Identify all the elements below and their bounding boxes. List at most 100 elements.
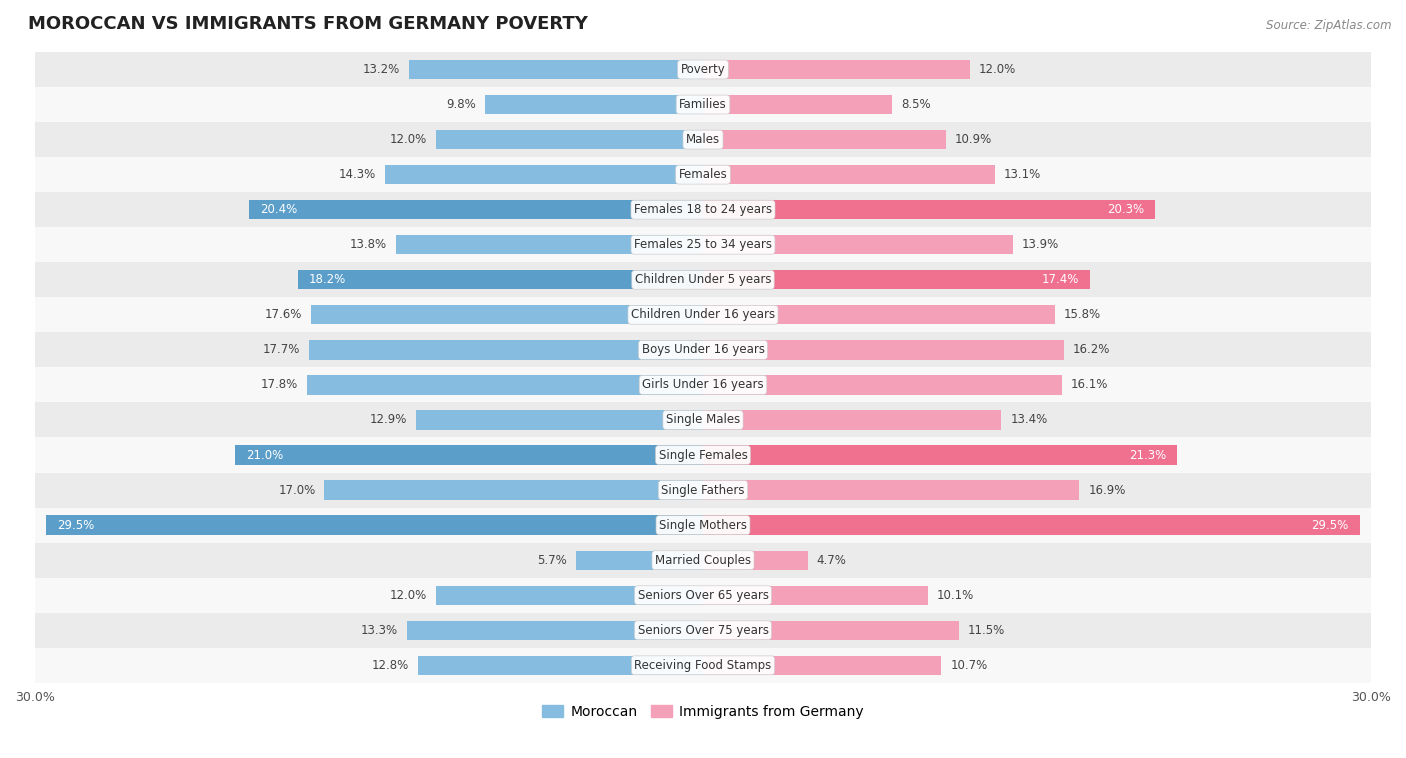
Bar	[395, 235, 703, 255]
Bar	[35, 192, 1371, 227]
Text: 9.8%: 9.8%	[446, 98, 475, 111]
Text: 10.7%: 10.7%	[950, 659, 987, 672]
Bar	[35, 543, 1371, 578]
Bar	[703, 550, 807, 570]
Bar	[35, 297, 1371, 332]
Bar	[385, 165, 703, 184]
Text: 12.9%: 12.9%	[370, 413, 406, 427]
Text: Receiving Food Stamps: Receiving Food Stamps	[634, 659, 772, 672]
Text: 20.3%: 20.3%	[1107, 203, 1144, 216]
Text: Single Mothers: Single Mothers	[659, 518, 747, 531]
Text: MOROCCAN VS IMMIGRANTS FROM GERMANY POVERTY: MOROCCAN VS IMMIGRANTS FROM GERMANY POVE…	[28, 15, 588, 33]
Text: Source: ZipAtlas.com: Source: ZipAtlas.com	[1267, 19, 1392, 32]
Text: 17.8%: 17.8%	[260, 378, 298, 391]
Bar	[703, 656, 941, 675]
Text: 17.6%: 17.6%	[264, 309, 302, 321]
Text: Families: Families	[679, 98, 727, 111]
Text: 13.8%: 13.8%	[350, 238, 387, 251]
Bar	[703, 235, 1012, 255]
Bar	[235, 446, 703, 465]
Text: 13.3%: 13.3%	[361, 624, 398, 637]
Text: 21.3%: 21.3%	[1129, 449, 1166, 462]
Bar	[418, 656, 703, 675]
Bar	[35, 52, 1371, 87]
Text: Children Under 5 years: Children Under 5 years	[634, 274, 772, 287]
Bar	[249, 200, 703, 219]
Bar	[703, 200, 1156, 219]
Bar	[416, 410, 703, 430]
Bar	[35, 227, 1371, 262]
Text: Seniors Over 75 years: Seniors Over 75 years	[637, 624, 769, 637]
Bar	[35, 648, 1371, 683]
Text: Single Males: Single Males	[666, 413, 740, 427]
Bar	[35, 332, 1371, 368]
Text: 11.5%: 11.5%	[967, 624, 1005, 637]
Bar	[703, 586, 928, 605]
Bar	[298, 270, 703, 290]
Bar	[703, 305, 1054, 324]
Text: 12.0%: 12.0%	[389, 133, 427, 146]
Bar	[325, 481, 703, 500]
Bar	[35, 508, 1371, 543]
Text: 21.0%: 21.0%	[246, 449, 284, 462]
Text: 14.3%: 14.3%	[339, 168, 375, 181]
Bar	[703, 375, 1062, 395]
Text: 13.9%: 13.9%	[1021, 238, 1059, 251]
Text: Single Females: Single Females	[658, 449, 748, 462]
Bar	[703, 515, 1360, 534]
Bar	[409, 60, 703, 79]
Bar	[703, 165, 994, 184]
Bar	[703, 95, 893, 114]
Bar	[46, 515, 703, 534]
Text: 13.4%: 13.4%	[1011, 413, 1047, 427]
Bar	[406, 621, 703, 640]
Text: 12.0%: 12.0%	[979, 63, 1017, 76]
Text: 16.9%: 16.9%	[1088, 484, 1126, 496]
Bar	[35, 578, 1371, 612]
Text: 10.9%: 10.9%	[955, 133, 991, 146]
Bar	[436, 130, 703, 149]
Text: Females: Females	[679, 168, 727, 181]
Legend: Moroccan, Immigrants from Germany: Moroccan, Immigrants from Germany	[537, 699, 869, 724]
Text: 8.5%: 8.5%	[901, 98, 931, 111]
Bar	[35, 262, 1371, 297]
Text: 13.2%: 13.2%	[363, 63, 401, 76]
Bar	[35, 472, 1371, 508]
Bar	[311, 305, 703, 324]
Bar	[703, 410, 1001, 430]
Text: 12.8%: 12.8%	[371, 659, 409, 672]
Text: 17.0%: 17.0%	[278, 484, 315, 496]
Bar	[35, 402, 1371, 437]
Text: 17.4%: 17.4%	[1042, 274, 1080, 287]
Text: Females 18 to 24 years: Females 18 to 24 years	[634, 203, 772, 216]
Bar	[436, 586, 703, 605]
Text: 4.7%: 4.7%	[817, 553, 846, 567]
Bar	[576, 550, 703, 570]
Bar	[35, 368, 1371, 402]
Text: 16.1%: 16.1%	[1070, 378, 1108, 391]
Text: 5.7%: 5.7%	[537, 553, 567, 567]
Text: 17.7%: 17.7%	[263, 343, 299, 356]
Text: Married Couples: Married Couples	[655, 553, 751, 567]
Text: 15.8%: 15.8%	[1064, 309, 1101, 321]
Bar	[703, 130, 946, 149]
Text: Single Fathers: Single Fathers	[661, 484, 745, 496]
Text: Children Under 16 years: Children Under 16 years	[631, 309, 775, 321]
Bar	[703, 60, 970, 79]
Bar	[307, 375, 703, 395]
Text: 29.5%: 29.5%	[1312, 518, 1348, 531]
Bar	[703, 481, 1080, 500]
Text: 18.2%: 18.2%	[309, 274, 346, 287]
Bar	[703, 446, 1177, 465]
Text: Males: Males	[686, 133, 720, 146]
Text: 13.1%: 13.1%	[1004, 168, 1040, 181]
Bar	[703, 270, 1091, 290]
Bar	[35, 122, 1371, 157]
Text: 12.0%: 12.0%	[389, 589, 427, 602]
Text: Poverty: Poverty	[681, 63, 725, 76]
Text: 20.4%: 20.4%	[260, 203, 297, 216]
Text: 10.1%: 10.1%	[936, 589, 974, 602]
Text: Females 25 to 34 years: Females 25 to 34 years	[634, 238, 772, 251]
Bar	[35, 612, 1371, 648]
Bar	[485, 95, 703, 114]
